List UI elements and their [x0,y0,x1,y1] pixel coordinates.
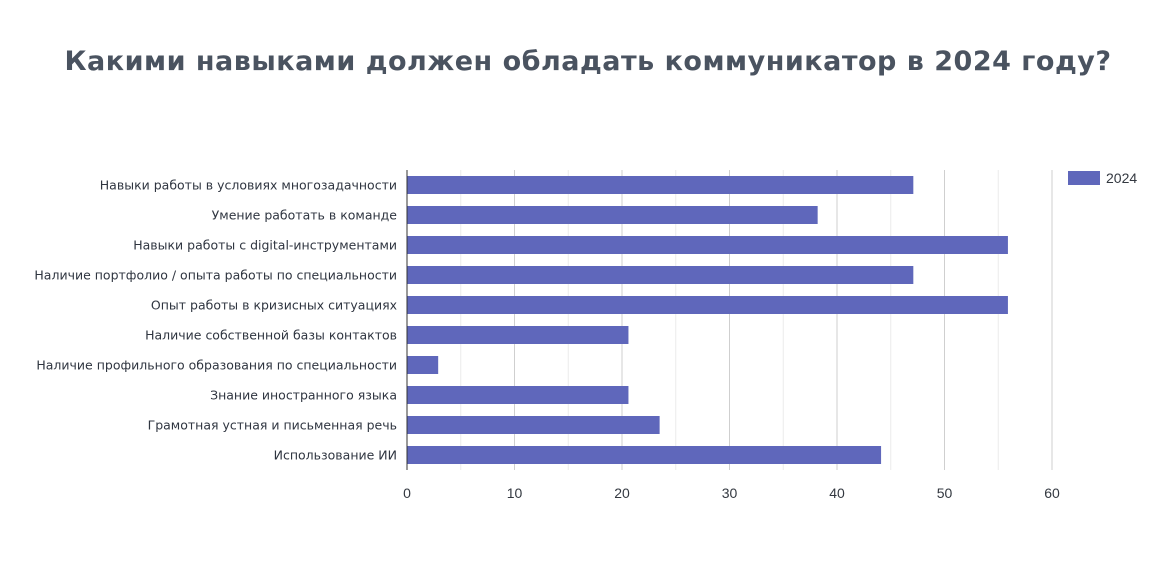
x-tick-label: 50 [937,485,953,501]
x-axis-ticks: 0 10 20 30 40 50 60 [403,485,1060,501]
bar [407,266,914,284]
category-label: Грамотная устная и письменная речь [148,418,397,433]
legend-swatch [1068,171,1100,185]
bar [407,386,629,404]
category-label: Навыки работы с digital-инструментами [133,238,397,253]
bar [407,446,882,464]
bar [407,416,660,434]
category-label: Использование ИИ [274,448,397,463]
legend: 2024 [1068,170,1137,186]
category-label: Знание иностранного языка [210,388,397,403]
bar [407,176,914,194]
category-label: Наличие портфолио / опыта работы по спец… [34,268,397,283]
x-tick-label: 40 [829,485,845,501]
legend-label: 2024 [1106,170,1137,186]
category-label: Опыт работы в кризисных ситуациях [151,298,397,313]
bar [407,296,1008,314]
x-tick-label: 30 [722,485,738,501]
bar [407,236,1008,254]
category-label: Умение работать в команде [212,208,398,223]
x-tick-label: 20 [614,485,630,501]
bar [407,206,818,224]
bar [407,356,439,374]
bar [407,326,629,344]
x-tick-label: 60 [1044,485,1060,501]
x-tick-label: 0 [403,485,411,501]
category-label: Навыки работы в условиях многозадачности [100,178,397,193]
category-label: Наличие собственной базы контактов [145,328,397,343]
bars [407,176,1008,464]
category-label: Наличие профильного образования по специ… [36,358,397,373]
chart-title: Какими навыками должен обладать коммуник… [64,46,1112,77]
x-tick-label: 10 [507,485,523,501]
category-labels: Навыки работы в условиях многозадачности… [34,178,397,463]
